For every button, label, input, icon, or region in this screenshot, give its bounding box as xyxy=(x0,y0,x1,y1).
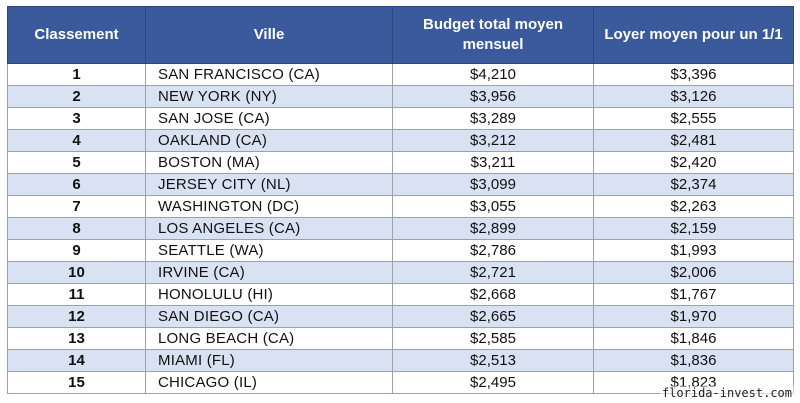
table-row: 15 CHICAGO (IL) $2,495 $1,823 xyxy=(7,371,794,394)
rent-cell: $2,159 xyxy=(593,217,794,240)
rank-cell: 13 xyxy=(7,327,146,350)
budget-cell: $3,055 xyxy=(392,195,594,218)
rent-cell: $3,396 xyxy=(593,63,794,86)
rank-cell: 2 xyxy=(7,85,146,108)
table-row: 4 OAKLAND (CA) $3,212 $2,481 xyxy=(7,129,794,152)
rent-cell: $2,006 xyxy=(593,261,794,284)
rank-cell: 10 xyxy=(7,261,146,284)
rank-cell: 14 xyxy=(7,349,146,372)
rank-cell: 5 xyxy=(7,151,146,174)
rent-cell: $2,374 xyxy=(593,173,794,196)
table-row: 7 WASHINGTON (DC) $3,055 $2,263 xyxy=(7,195,794,218)
city-cell: OAKLAND (CA) xyxy=(145,129,393,152)
watermark-text: florida-invest.com xyxy=(659,386,794,400)
table-row: 13 LONG BEACH (CA) $2,585 $1,846 xyxy=(7,327,794,350)
rank-cell: 11 xyxy=(7,283,146,306)
rent-cell: $2,481 xyxy=(593,129,794,152)
rent-cell: $3,126 xyxy=(593,85,794,108)
city-cell: LONG BEACH (CA) xyxy=(145,327,393,350)
table-row: 9 SEATTLE (WA) $2,786 $1,993 xyxy=(7,239,794,262)
budget-cell: $3,956 xyxy=(392,85,594,108)
budget-cell: $2,786 xyxy=(392,239,594,262)
budget-cell: $2,513 xyxy=(392,349,594,372)
cost-of-living-table: Classement Ville Budget total moyen mens… xyxy=(7,6,794,394)
table-row: 11 HONOLULU (HI) $2,668 $1,767 xyxy=(7,283,794,306)
budget-cell: $3,212 xyxy=(392,129,594,152)
rank-cell: 9 xyxy=(7,239,146,262)
rank-cell: 15 xyxy=(7,371,146,394)
city-cell: SEATTLE (WA) xyxy=(145,239,393,262)
table-body: 1 SAN FRANCISCO (CA) $4,210 $3,396 2 NEW YORK… xyxy=(7,63,794,394)
city-cell: SAN DIEGO (CA) xyxy=(145,305,393,328)
table-header: Classement Ville Budget total moyen mens… xyxy=(7,6,794,64)
header-rent: Loyer moyen pour un 1/1 xyxy=(593,6,794,64)
rent-cell: $1,836 xyxy=(593,349,794,372)
table-row: 14 MIAMI (FL) $2,513 $1,836 xyxy=(7,349,794,372)
table-row: 10 IRVINE (CA) $2,721 $2,006 xyxy=(7,261,794,284)
budget-cell: $4,210 xyxy=(392,63,594,86)
ranking-table-container: Classement Ville Budget total moyen mens… xyxy=(7,6,794,394)
city-cell: MIAMI (FL) xyxy=(145,349,393,372)
budget-cell: $2,721 xyxy=(392,261,594,284)
table-row: 2 NEW YORK (NY) $3,956 $3,126 xyxy=(7,85,794,108)
budget-cell: $3,289 xyxy=(392,107,594,130)
city-cell: BOSTON (MA) xyxy=(145,151,393,174)
budget-cell: $2,665 xyxy=(392,305,594,328)
header-rank: Classement xyxy=(7,6,146,64)
rent-cell: $1,767 xyxy=(593,283,794,306)
city-cell: HONOLULU (HI) xyxy=(145,283,393,306)
table-row: 5 BOSTON (MA) $3,211 $2,420 xyxy=(7,151,794,174)
table-row: 8 LOS ANGELES (CA) $2,899 $2,159 xyxy=(7,217,794,240)
table-row: 12 SAN DIEGO (CA) $2,665 $1,970 xyxy=(7,305,794,328)
city-cell: JERSEY CITY (NL) xyxy=(145,173,393,196)
header-city: Ville xyxy=(145,6,393,64)
city-cell: CHICAGO (IL) xyxy=(145,371,393,394)
rank-cell: 3 xyxy=(7,107,146,130)
rent-cell: $2,263 xyxy=(593,195,794,218)
header-budget: Budget total moyen mensuel xyxy=(392,6,594,64)
city-cell: SAN JOSE (CA) xyxy=(145,107,393,130)
budget-cell: $2,899 xyxy=(392,217,594,240)
budget-cell: $2,585 xyxy=(392,327,594,350)
rent-cell: $1,970 xyxy=(593,305,794,328)
city-cell: NEW YORK (NY) xyxy=(145,85,393,108)
budget-cell: $2,668 xyxy=(392,283,594,306)
rent-cell: $1,993 xyxy=(593,239,794,262)
budget-cell: $3,211 xyxy=(392,151,594,174)
rank-cell: 6 xyxy=(7,173,146,196)
city-cell: WASHINGTON (DC) xyxy=(145,195,393,218)
rent-cell: $2,420 xyxy=(593,151,794,174)
table-row: 1 SAN FRANCISCO (CA) $4,210 $3,396 xyxy=(7,63,794,86)
rank-cell: 8 xyxy=(7,217,146,240)
city-cell: IRVINE (CA) xyxy=(145,261,393,284)
rank-cell: 1 xyxy=(7,63,146,86)
budget-cell: $2,495 xyxy=(392,371,594,394)
rent-cell: $2,555 xyxy=(593,107,794,130)
rank-cell: 12 xyxy=(7,305,146,328)
city-cell: LOS ANGELES (CA) xyxy=(145,217,393,240)
header-row: Classement Ville Budget total moyen mens… xyxy=(7,6,794,64)
table-row: 3 SAN JOSE (CA) $3,289 $2,555 xyxy=(7,107,794,130)
rent-cell: $1,846 xyxy=(593,327,794,350)
city-cell: SAN FRANCISCO (CA) xyxy=(145,63,393,86)
table-row: 6 JERSEY CITY (NL) $3,099 $2,374 xyxy=(7,173,794,196)
rank-cell: 7 xyxy=(7,195,146,218)
budget-cell: $3,099 xyxy=(392,173,594,196)
rank-cell: 4 xyxy=(7,129,146,152)
